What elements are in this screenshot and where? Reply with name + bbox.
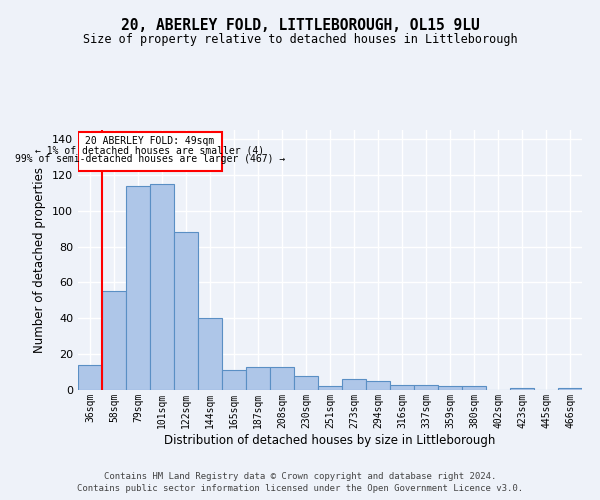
Bar — [558, 388, 582, 390]
Text: ← 1% of detached houses are smaller (4): ← 1% of detached houses are smaller (4) — [35, 145, 265, 155]
Text: Contains HM Land Registry data © Crown copyright and database right 2024.
Contai: Contains HM Land Registry data © Crown c… — [77, 472, 523, 493]
Bar — [174, 232, 198, 390]
Bar — [150, 184, 174, 390]
Bar — [462, 386, 486, 390]
Bar — [342, 379, 366, 390]
Bar — [102, 292, 126, 390]
Bar — [318, 386, 342, 390]
Bar — [78, 365, 102, 390]
Text: 99% of semi-detached houses are larger (467) →: 99% of semi-detached houses are larger (… — [15, 154, 285, 164]
Bar — [198, 318, 222, 390]
Bar — [222, 370, 246, 390]
Bar — [414, 384, 438, 390]
Bar — [366, 381, 390, 390]
Bar — [438, 386, 462, 390]
Bar — [246, 366, 270, 390]
Text: 20 ABERLEY FOLD: 49sqm: 20 ABERLEY FOLD: 49sqm — [85, 136, 215, 146]
Bar — [270, 366, 294, 390]
Bar — [294, 376, 318, 390]
X-axis label: Distribution of detached houses by size in Littleborough: Distribution of detached houses by size … — [164, 434, 496, 446]
Text: Size of property relative to detached houses in Littleborough: Size of property relative to detached ho… — [83, 32, 517, 46]
Text: 20, ABERLEY FOLD, LITTLEBOROUGH, OL15 9LU: 20, ABERLEY FOLD, LITTLEBOROUGH, OL15 9L… — [121, 18, 479, 32]
Bar — [390, 384, 414, 390]
Bar — [510, 388, 534, 390]
Bar — [126, 186, 150, 390]
FancyBboxPatch shape — [78, 132, 222, 171]
Y-axis label: Number of detached properties: Number of detached properties — [34, 167, 46, 353]
